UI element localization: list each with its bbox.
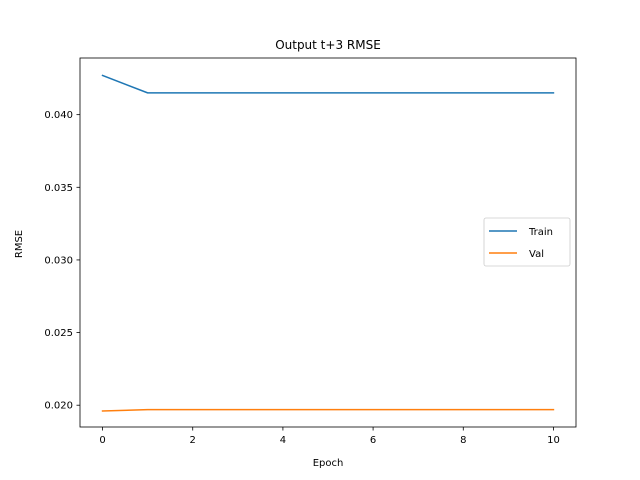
series-line-train: [101, 74, 555, 94]
y-tick-label: 0.030: [44, 255, 73, 266]
x-tick-label: 10: [547, 435, 560, 446]
y-tick-label: 0.040: [44, 110, 73, 121]
y-tick-label: 0.035: [44, 183, 73, 194]
y-tick-label: 0.025: [44, 328, 73, 339]
x-tick-label: 2: [190, 435, 196, 446]
series-line-val: [101, 408, 555, 412]
y-axis-title: RMSE: [14, 230, 25, 258]
chart-title: Output t+3 RMSE: [275, 38, 381, 52]
axis-ticks: 0 2 4 6 8 10 0.020 0.025 0.030 0.035 0.040: [44, 110, 559, 446]
series-layer: [101, 74, 555, 412]
x-axis-title: Epoch: [313, 458, 344, 469]
x-tick-label: 0: [99, 435, 105, 446]
y-tick-label: 0.020: [44, 401, 73, 412]
plot-frame: [79, 57, 577, 428]
x-tick-label: 8: [460, 435, 466, 446]
x-tick-label: 4: [280, 435, 286, 446]
legend-label-train: Train: [528, 227, 553, 238]
x-tick-label: 6: [370, 435, 376, 446]
legend-label-val: Val: [529, 249, 544, 260]
legend: Train Val: [483, 217, 571, 267]
legend-box: [483, 217, 571, 267]
